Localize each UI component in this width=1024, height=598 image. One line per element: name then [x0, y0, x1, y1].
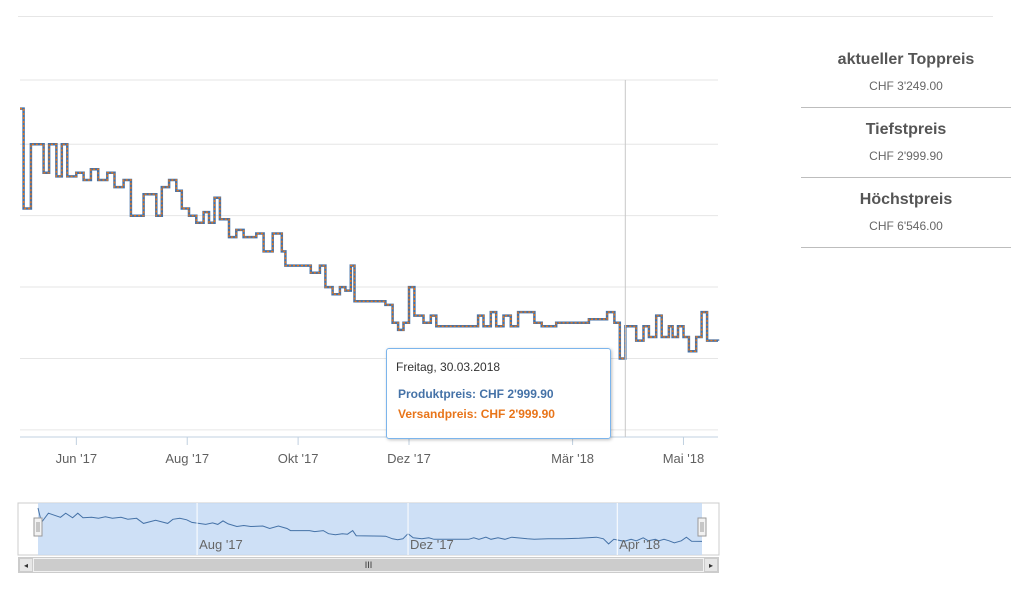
- stat-hoechstpreis: Höchstpreis CHF 6'546.00: [801, 182, 1011, 248]
- x-tick-label: Okt '17: [278, 451, 319, 466]
- series-lines: [20, 107, 720, 360]
- navigator-tick-label: Aug '17: [199, 537, 243, 552]
- stat-toppreis: aktueller Toppreis CHF 3'249.00: [801, 42, 1011, 108]
- series-produktpreis: [20, 107, 720, 360]
- series-versandpreis: [20, 107, 719, 360]
- price-stats-panel: aktueller Toppreis CHF 3'249.00 Tiefstpr…: [801, 42, 1011, 252]
- x-tick-label: Dez '17: [387, 451, 431, 466]
- navigator-series: [37, 507, 703, 545]
- stat-value: CHF 6'546.00: [869, 219, 943, 233]
- stat-value: CHF 3'249.00: [869, 79, 943, 93]
- x-tick-label: Mär '18: [551, 451, 594, 466]
- stat-title: Tiefstpreis: [865, 121, 947, 138]
- handle-body: [33, 517, 43, 537]
- stat-title: Höchstpreis: [859, 191, 953, 208]
- navigator-tick-label: Dez '17: [410, 537, 454, 552]
- navigator-scrollbar[interactable]: ◂ III ▸: [18, 557, 719, 573]
- stat-tiefstpreis: Tiefstpreis CHF 2'999.90: [801, 112, 1011, 178]
- x-tick-label: Aug '17: [165, 451, 209, 466]
- navigator-handle-left[interactable]: [33, 517, 43, 537]
- tooltip-versandpreis: Versandpreis: CHF 2'999.90: [398, 407, 555, 421]
- tooltip-date: Freitag, 30.03.2018: [396, 360, 501, 374]
- y-gridlines: [20, 79, 718, 431]
- navigator-selection: [38, 503, 702, 555]
- scrollbar-thumb[interactable]: III: [34, 559, 703, 571]
- tooltip-produktpreis: Produktpreis: CHF 2'999.90: [398, 387, 554, 401]
- stat-value: CHF 2'999.90: [869, 149, 943, 163]
- navigator-handle-right[interactable]: [697, 517, 707, 537]
- navigator[interactable]: Aug '17 Dez '17 Apr '18: [17, 502, 720, 556]
- navigator-tick-label: Apr '18: [619, 537, 660, 552]
- top-divider: [18, 16, 993, 17]
- handle-body: [697, 517, 707, 537]
- x-axis: Jun '17 Aug '17 Okt '17 Dez '17 Mär '18 Mai '…: [20, 436, 718, 466]
- x-tick-label: Jun '17: [56, 451, 98, 466]
- stat-title: aktueller Toppreis: [837, 51, 975, 68]
- price-tooltip: Freitag, 30.03.2018 Produktpreis: CHF 2'…: [386, 348, 611, 439]
- scroll-right-arrow-icon[interactable]: ▸: [704, 558, 718, 572]
- scroll-left-arrow-icon[interactable]: ◂: [19, 558, 33, 572]
- x-tick-label: Mai '18: [663, 451, 705, 466]
